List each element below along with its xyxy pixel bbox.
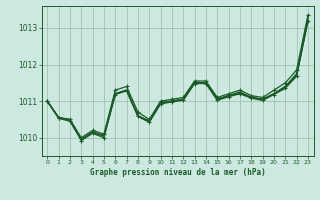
X-axis label: Graphe pression niveau de la mer (hPa): Graphe pression niveau de la mer (hPa) xyxy=(90,168,266,177)
